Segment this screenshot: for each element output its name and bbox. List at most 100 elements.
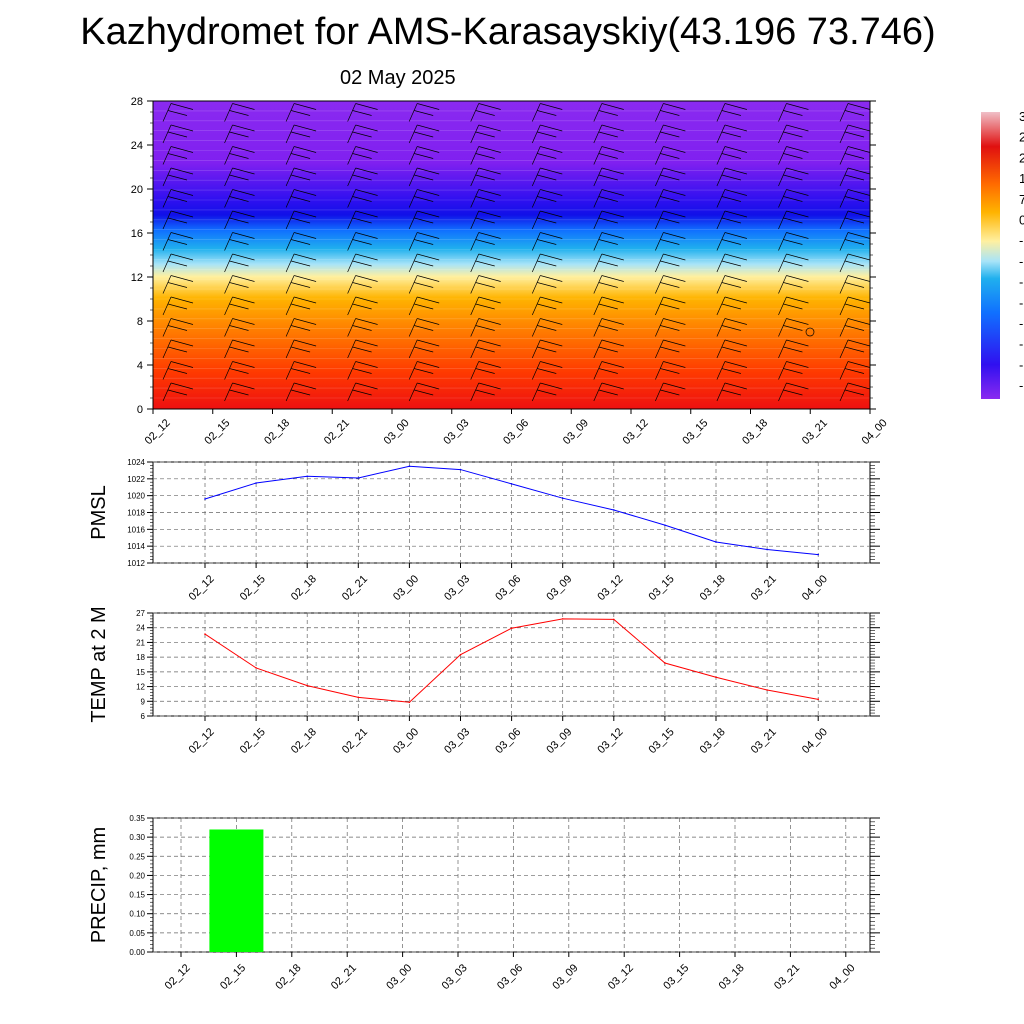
- x-tick-label: 03_09: [550, 962, 580, 992]
- y-tick-label: 1024: [127, 458, 145, 467]
- wind-barb: [408, 232, 440, 251]
- x-tick-label: 02_21: [340, 726, 370, 756]
- y-tick-label: 12: [136, 683, 145, 692]
- y-tick-label: 20: [131, 184, 143, 196]
- wind-barb: [408, 382, 440, 402]
- wind-barb: [839, 167, 871, 187]
- y-tick-label: 12: [131, 272, 143, 284]
- wind-barb: [408, 361, 440, 380]
- wind-barb: [224, 146, 255, 165]
- wind-barb: [470, 275, 501, 294]
- data-point: [510, 483, 513, 485]
- wind-barb: [531, 232, 563, 251]
- data-point: [459, 468, 462, 471]
- y-tick-label: 27: [136, 609, 145, 618]
- wind-barb: [470, 167, 501, 187]
- wind-barb: [839, 296, 871, 316]
- wind-barb: [285, 253, 317, 273]
- wind-barb: [224, 124, 255, 144]
- x-tick-label: 03_09: [544, 573, 574, 603]
- x-tick-label: 03_03: [441, 417, 471, 447]
- wind-barb: [593, 167, 624, 187]
- x-tick-label: 03_21: [772, 962, 802, 992]
- x-tick-label: 04_00: [800, 726, 830, 756]
- data-point: [204, 633, 206, 635]
- data-point: [255, 482, 257, 484]
- wind-barb: [470, 361, 501, 380]
- wind-barb: [162, 210, 194, 230]
- wind-barb: [162, 275, 194, 294]
- x-tick-label: 03_21: [800, 417, 830, 447]
- wind-barb: [408, 167, 440, 187]
- wind-barb: [162, 382, 194, 402]
- x-tick-label: 03_03: [440, 962, 470, 992]
- wind-barb: [839, 339, 871, 359]
- wind-barb: [716, 382, 748, 402]
- x-tick-label: 03_06: [495, 962, 525, 992]
- wind-barb: [839, 146, 871, 165]
- y-tick-label: 1018: [127, 509, 145, 518]
- wind-barb: [593, 275, 624, 294]
- x-tick-label: 03_12: [595, 726, 625, 756]
- x-tick-label: 04_00: [860, 417, 890, 447]
- wind-barb: [224, 275, 255, 294]
- wind-barb: [655, 361, 686, 380]
- colorbar-label: -: [1019, 337, 1023, 352]
- wind-barb: [531, 361, 563, 380]
- colorbar-label: 3: [1019, 109, 1024, 124]
- wind-barb: [839, 382, 871, 402]
- x-tick-label: 03_09: [544, 726, 574, 756]
- wind-barb: [716, 275, 748, 294]
- wind-barb: [839, 210, 871, 230]
- wind-barb: [531, 167, 563, 187]
- y-tick-label: 0.10: [129, 910, 145, 919]
- y-tick-label: 21: [136, 638, 145, 647]
- wind-barb: [224, 318, 255, 337]
- wind-barb: [716, 339, 748, 359]
- wind-barb: [655, 124, 686, 144]
- wind-barb: [593, 339, 624, 359]
- x-tick-label: 03_18: [717, 962, 747, 992]
- wind-barb: [470, 210, 501, 230]
- y-tick-label: 6: [141, 712, 146, 721]
- wind-barb: [224, 382, 255, 402]
- x-tick-label: 03_15: [661, 962, 691, 992]
- colorbar-label: 2: [1019, 150, 1024, 165]
- wind-barb: [224, 167, 255, 187]
- wind-barb: [839, 124, 871, 144]
- wind-barb: [655, 146, 686, 165]
- data-point: [357, 477, 360, 479]
- pmsl-ylabel: PMSL: [88, 485, 110, 539]
- wind-barb: [839, 253, 871, 273]
- y-tick-label: 16: [131, 228, 143, 240]
- wind-barb: [347, 318, 378, 337]
- wind-barb: [470, 382, 501, 402]
- data-point: [204, 498, 206, 500]
- wind-barb: [408, 124, 440, 144]
- wind-barb: [839, 275, 871, 294]
- precip-bar: [209, 829, 264, 952]
- wind-barb: [778, 275, 809, 294]
- wind-barb: [778, 189, 809, 208]
- wind-barb: [655, 318, 686, 337]
- wind-barb: [655, 253, 686, 273]
- wind-barb: [531, 189, 563, 208]
- data-point: [357, 696, 360, 699]
- data-point: [817, 698, 819, 701]
- data-point: [613, 618, 615, 621]
- wind-barb: [347, 210, 378, 230]
- chart-subtitle: 02 May 2025: [340, 67, 456, 89]
- wind-barb: [285, 167, 317, 187]
- wind-barb: [531, 146, 563, 165]
- data-point: [459, 653, 462, 656]
- x-tick-label: 03_09: [561, 417, 591, 447]
- x-tick-label: 03_03: [442, 726, 472, 756]
- wind-barb: [593, 253, 624, 273]
- colorbar-label: 1: [1019, 171, 1024, 186]
- wind-barb: [408, 146, 440, 165]
- colorbar-label: 2: [1019, 130, 1024, 145]
- x-tick-label: 03_00: [382, 417, 412, 447]
- wind-barb: [778, 210, 809, 230]
- x-tick-label: 03_18: [698, 573, 728, 603]
- wind-barb: [778, 318, 809, 337]
